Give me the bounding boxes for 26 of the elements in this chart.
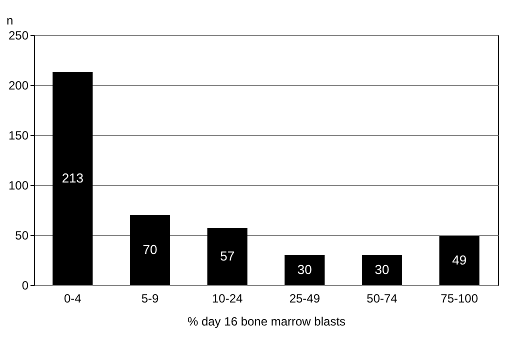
data-label: 213 (62, 170, 84, 186)
x-tick-label: 5-9 (141, 292, 159, 306)
x-axis-title: % day 16 bone marrow blasts (187, 314, 346, 328)
x-tick-label: 75-100 (440, 292, 478, 306)
bar (439, 236, 480, 285)
data-label: 57 (220, 248, 235, 264)
data-label: 49 (452, 252, 467, 268)
x-tick-label: 50-74 (366, 292, 398, 306)
bar (52, 72, 93, 285)
x-tick-label: 25-49 (289, 292, 320, 306)
bar (207, 228, 248, 285)
bar (130, 215, 170, 285)
y-tick-label: 200 (8, 78, 29, 92)
x-tick-label: 0-4 (64, 292, 82, 306)
y-tick-label: 0 (22, 278, 29, 292)
y-axis-title: n (6, 14, 14, 28)
bar (362, 255, 402, 285)
bar (284, 255, 325, 285)
data-label: 70 (142, 242, 158, 257)
y-tick-label: 150 (8, 128, 29, 142)
y-tick-label: 100 (8, 178, 29, 192)
y-tick-label: 50 (15, 228, 29, 242)
data-label: 30 (374, 262, 390, 277)
x-tick-label: 10-24 (212, 292, 243, 306)
data-label: 30 (297, 262, 312, 277)
y-tick-label: 250 (8, 28, 29, 42)
